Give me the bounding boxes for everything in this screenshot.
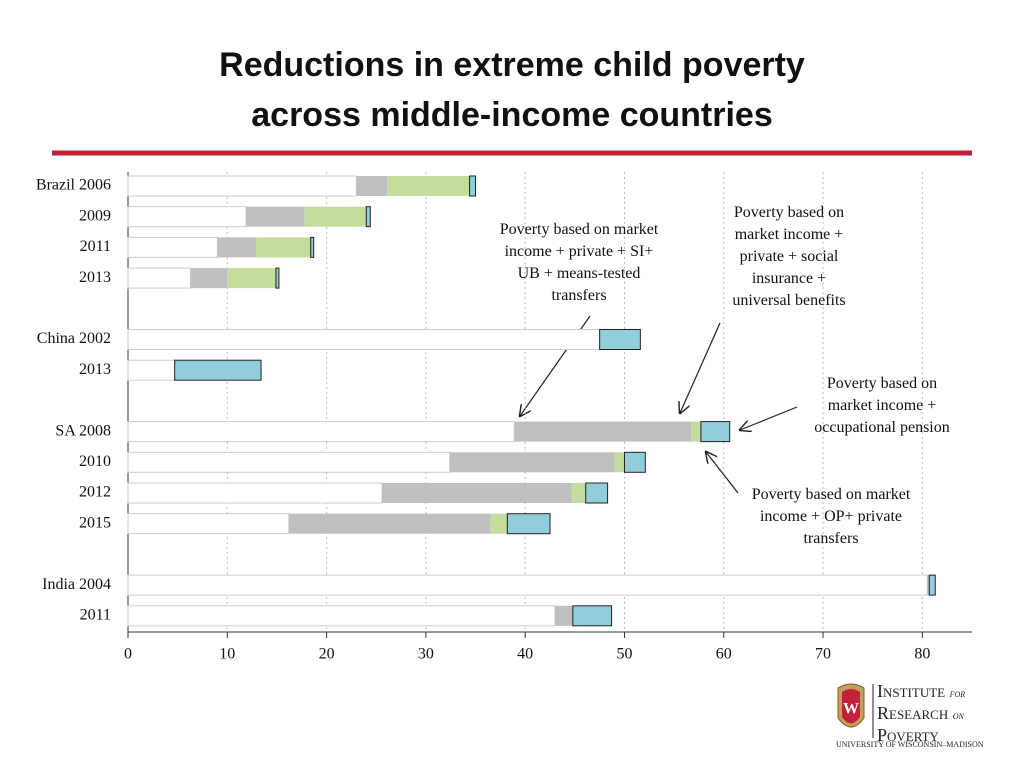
logo-university: University of Wisconsin–Madison xyxy=(836,740,984,749)
bar-segment xyxy=(227,268,276,289)
bar-segment xyxy=(127,206,247,228)
bar-segment xyxy=(127,513,290,535)
bar-segment xyxy=(554,605,573,626)
bar-segment xyxy=(571,483,586,503)
bar-segment xyxy=(614,452,625,473)
bar-segment xyxy=(387,176,470,196)
bar-segment xyxy=(310,236,315,258)
bar-segment xyxy=(127,329,601,350)
y-tick-label: India 2004 xyxy=(42,576,111,593)
bar-segment xyxy=(449,452,615,473)
x-tick-label: 40 xyxy=(517,646,533,663)
y-tick-label: 2013 xyxy=(79,361,111,378)
logo-word: Research xyxy=(877,703,949,723)
x-tick-label: 50 xyxy=(616,646,632,663)
y-tick-label: Brazil 2006 xyxy=(36,177,111,194)
x-tick-label: 10 xyxy=(219,646,235,663)
y-tick-label: 2012 xyxy=(79,484,111,501)
bar-segment xyxy=(127,482,383,504)
bar-segment xyxy=(127,605,556,627)
logo-shield: W xyxy=(837,683,865,728)
bar-segment xyxy=(304,206,367,227)
annotation: Poverty based on market income + private… xyxy=(499,221,659,304)
bar-segment xyxy=(928,574,936,596)
y-tick-label: 2011 xyxy=(80,238,111,255)
bar-segment xyxy=(127,421,515,443)
chart-title: Reductions in extreme child poverty acro… xyxy=(219,46,805,134)
logo-word: for xyxy=(949,688,966,700)
bar-segment xyxy=(365,206,371,228)
bar-segment xyxy=(514,421,691,442)
bar-segment xyxy=(700,421,731,443)
bar-segment xyxy=(690,421,701,442)
bar-segment xyxy=(288,513,491,534)
y-tick-label: China 2002 xyxy=(37,330,111,347)
x-tick-label: 0 xyxy=(124,646,132,663)
y-tick-label: 2011 xyxy=(80,606,111,623)
x-tick-label: 60 xyxy=(716,646,732,663)
bar-segment xyxy=(356,176,388,196)
logo-word: Institute xyxy=(877,681,946,701)
bar-segment xyxy=(585,482,609,504)
bar-segment xyxy=(599,329,641,350)
x-tick-label: 70 xyxy=(815,646,831,663)
bar-segment xyxy=(127,451,451,473)
y-tick-label: 2010 xyxy=(79,453,111,470)
y-tick-label: 2009 xyxy=(79,207,111,224)
bar-segment xyxy=(127,236,218,258)
annotation: Poverty based on market income + OP+ pri… xyxy=(751,486,911,547)
y-tick-label: 2015 xyxy=(79,514,111,531)
bar-segment xyxy=(490,513,508,534)
annotation: Poverty based on market income + occupat… xyxy=(814,375,950,436)
y-tick-label: SA 2008 xyxy=(55,422,111,439)
bar-segment xyxy=(469,175,477,197)
annotation: Poverty based on market income + private… xyxy=(732,204,846,309)
x-tick-label: 30 xyxy=(418,646,434,663)
logo-word: on xyxy=(952,710,964,722)
x-tick-label: 20 xyxy=(319,646,335,663)
bar-segment xyxy=(127,574,928,596)
logo-word: Poverty xyxy=(877,725,939,745)
bar-segment xyxy=(382,483,572,503)
bar-segment xyxy=(246,206,305,227)
bar-segment xyxy=(623,451,646,473)
bar-segment xyxy=(127,267,192,289)
bar-segment xyxy=(256,237,311,258)
bar-segment xyxy=(127,359,176,381)
y-tick-label: 2013 xyxy=(79,269,111,286)
bar-segment xyxy=(506,513,551,535)
bar-segment xyxy=(217,237,257,258)
bar-segment xyxy=(190,268,228,289)
logo-text: Institute for Research on Poverty xyxy=(877,682,965,745)
bar-segment xyxy=(127,175,357,197)
bar-segment xyxy=(927,575,930,596)
x-tick-label: 80 xyxy=(914,646,930,663)
bar-segment xyxy=(174,359,262,381)
bar-segment xyxy=(572,605,613,627)
bar-segment xyxy=(275,267,280,289)
logo-w: W xyxy=(843,701,859,718)
